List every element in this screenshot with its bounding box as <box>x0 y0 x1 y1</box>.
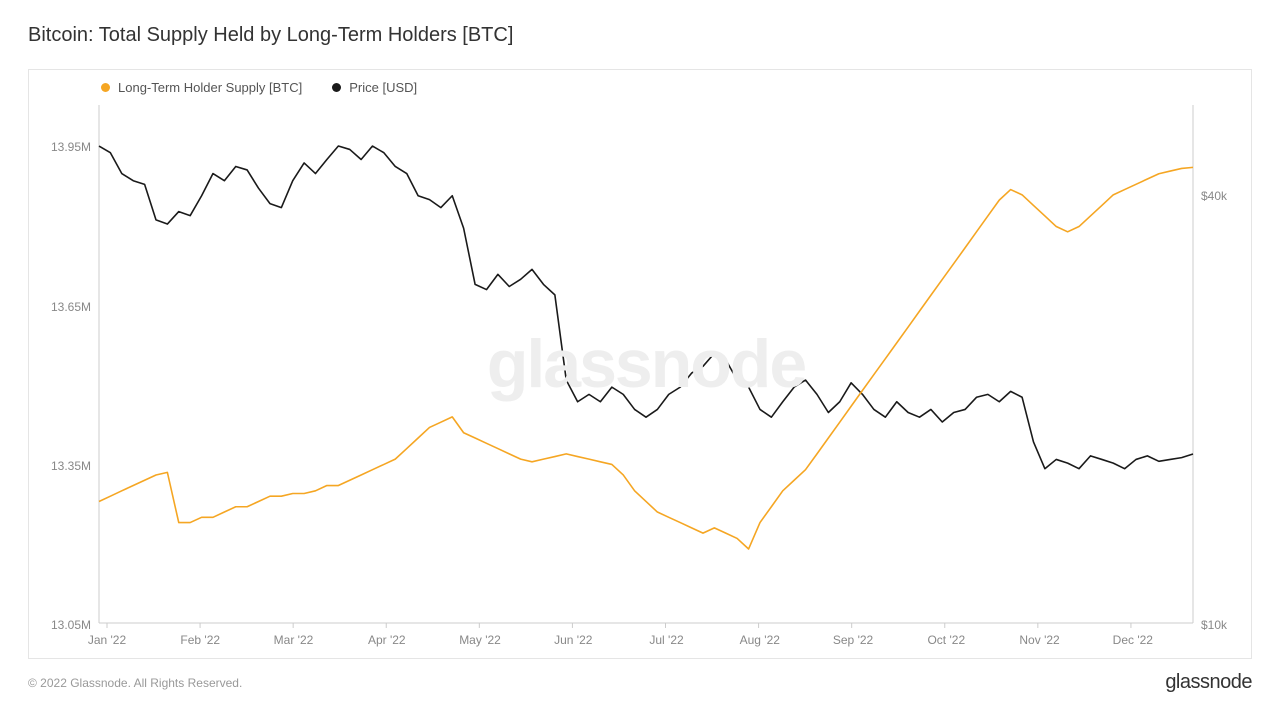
x-tick-label: Feb '22 <box>180 633 220 647</box>
legend-dot-supply <box>101 83 110 92</box>
x-tick-label: Jun '22 <box>554 633 592 647</box>
legend-item-price: Price [USD] <box>332 80 417 95</box>
x-tick-label: Mar '22 <box>274 633 314 647</box>
x-tick-label: Jul '22 <box>649 633 683 647</box>
y-left-tick-label: 13.35M <box>39 459 91 473</box>
y-left-tick-label: 13.95M <box>39 140 91 154</box>
y-right-tick-label: $40k <box>1201 189 1243 203</box>
legend-label-supply: Long-Term Holder Supply [BTC] <box>118 80 302 95</box>
chart-container: Long-Term Holder Supply [BTC] Price [USD… <box>28 69 1252 659</box>
y-left-tick-label: 13.65M <box>39 300 91 314</box>
legend-dot-price <box>332 83 341 92</box>
brand-logo: glassnode <box>1165 671 1252 694</box>
legend-label-price: Price [USD] <box>349 80 417 95</box>
x-tick-label: Oct '22 <box>927 633 965 647</box>
copyright-text: © 2022 Glassnode. All Rights Reserved. <box>28 676 242 690</box>
x-tick-label: Jan '22 <box>88 633 126 647</box>
plot-area: glassnode 13.05M13.35M13.65M13.95M$10k$4… <box>99 105 1193 623</box>
y-left-tick-label: 13.05M <box>39 618 91 632</box>
x-tick-label: Sep '22 <box>833 633 873 647</box>
legend-item-supply: Long-Term Holder Supply [BTC] <box>101 80 302 95</box>
price-line <box>99 146 1193 469</box>
y-right-tick-label: $10k <box>1201 618 1243 632</box>
x-tick-label: Nov '22 <box>1019 633 1059 647</box>
chart-title: Bitcoin: Total Supply Held by Long-Term … <box>28 24 1252 47</box>
watermark: glassnode <box>487 325 805 403</box>
legend: Long-Term Holder Supply [BTC] Price [USD… <box>101 80 417 95</box>
x-tick-label: Aug '22 <box>740 633 780 647</box>
x-tick-label: Apr '22 <box>368 633 406 647</box>
x-tick-label: May '22 <box>459 633 501 647</box>
x-tick-label: Dec '22 <box>1113 633 1153 647</box>
